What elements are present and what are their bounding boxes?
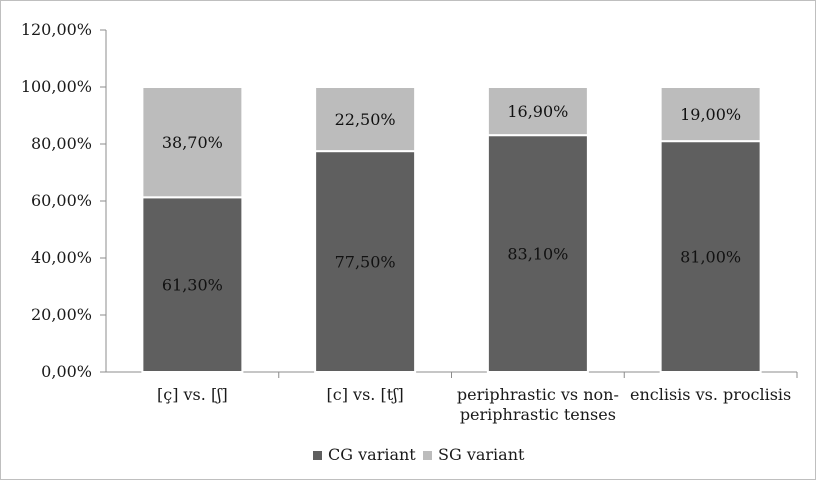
y-tick-label: 20,00% bbox=[31, 305, 92, 324]
x-category-label: [ç] vs. [ʃ] bbox=[157, 385, 228, 404]
x-category-label: [c] vs. [tʃ] bbox=[327, 385, 404, 404]
legend-swatch bbox=[313, 451, 322, 460]
data-label: 22,50% bbox=[335, 110, 396, 129]
y-tick-label: 60,00% bbox=[31, 191, 92, 210]
x-category-label: periphrastic vs non- bbox=[457, 385, 619, 404]
y-tick-label: 120,00% bbox=[21, 20, 92, 39]
bar-sg-variant bbox=[659, 86, 762, 143]
legend-label: CG variant bbox=[328, 445, 416, 464]
bar-cg-variant bbox=[314, 150, 417, 373]
y-tick-label: 0,00% bbox=[41, 362, 92, 381]
x-category-label: enclisis vs. proclisis bbox=[630, 385, 791, 404]
data-label: 77,50% bbox=[335, 253, 396, 272]
data-label: 61,30% bbox=[162, 276, 223, 295]
y-tick-label: 100,00% bbox=[21, 77, 92, 96]
bar-sg-variant bbox=[314, 86, 417, 153]
y-tick-label: 40,00% bbox=[31, 248, 92, 267]
data-label: 19,00% bbox=[680, 105, 741, 124]
bar-sg-variant bbox=[141, 86, 244, 199]
legend-swatch bbox=[423, 451, 432, 460]
legend-label: SG variant bbox=[438, 445, 525, 464]
data-label: 38,70% bbox=[162, 133, 223, 152]
data-label: 16,90% bbox=[507, 102, 568, 121]
data-label: 83,10% bbox=[507, 245, 568, 264]
data-label: 81,00% bbox=[680, 248, 741, 267]
x-category-label: periphrastic tenses bbox=[460, 405, 616, 424]
bar-cg-variant bbox=[659, 140, 762, 373]
y-tick-label: 80,00% bbox=[31, 134, 92, 153]
bar-cg-variant bbox=[141, 196, 244, 373]
bar-cg-variant bbox=[486, 134, 589, 373]
bar-sg-variant bbox=[486, 86, 589, 137]
